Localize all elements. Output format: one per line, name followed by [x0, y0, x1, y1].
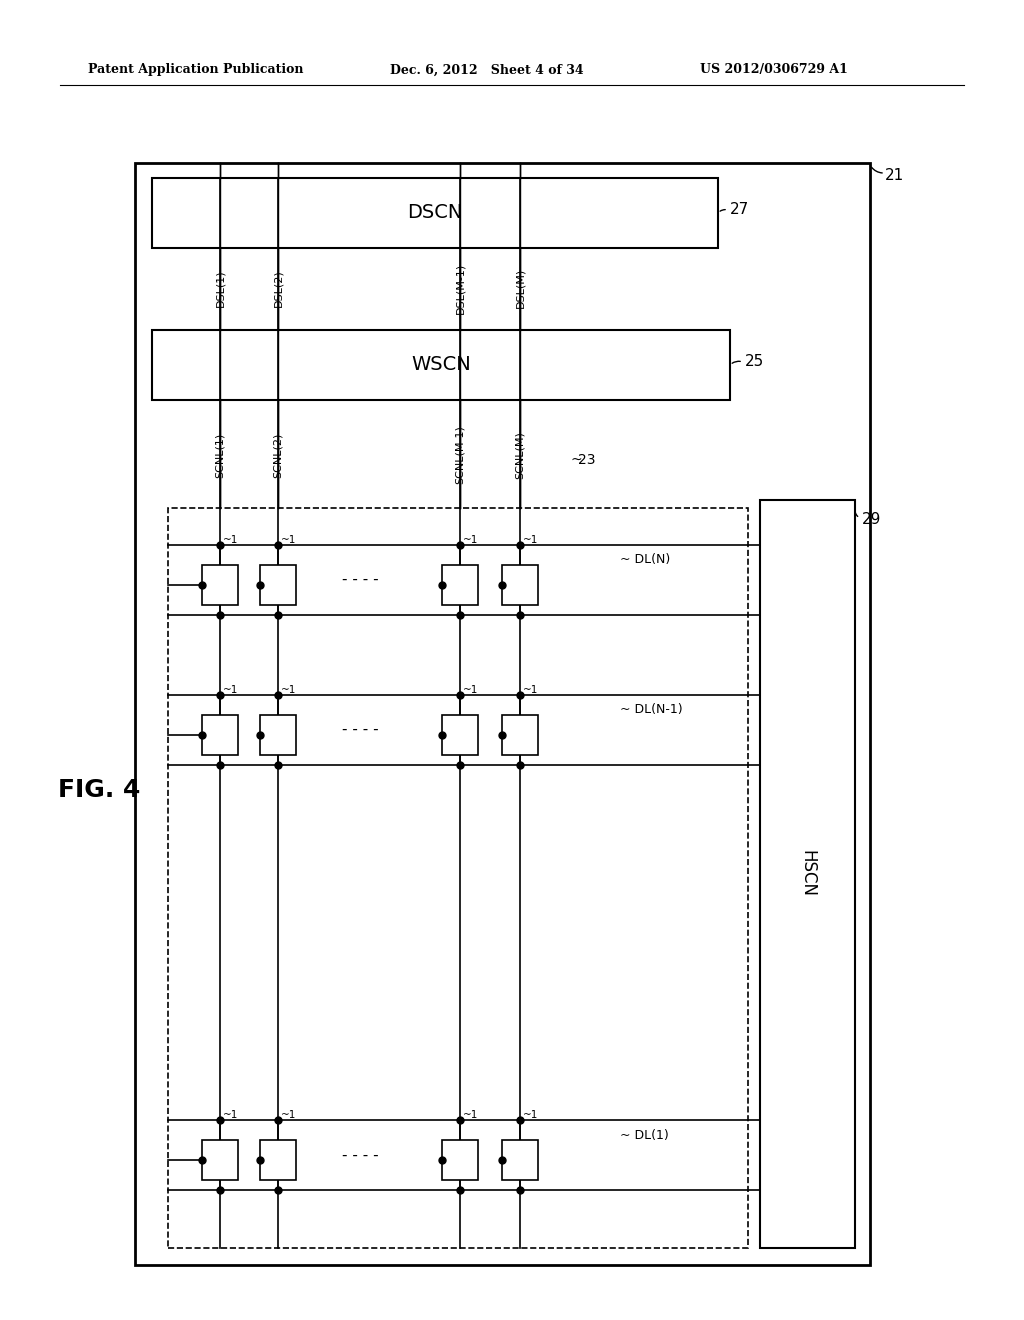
Text: ~ DL(N-1): ~ DL(N-1)	[620, 704, 683, 717]
Text: DSL(2): DSL(2)	[273, 269, 283, 306]
Text: ~1: ~1	[281, 535, 296, 545]
Text: 23: 23	[578, 453, 596, 467]
Bar	[260, 1140, 296, 1180]
Text: ~1: ~1	[523, 685, 539, 696]
Text: ~1: ~1	[223, 1110, 239, 1119]
Text: FIG. 4: FIG. 4	[58, 777, 140, 803]
Text: ~1: ~1	[463, 535, 478, 545]
Bar	[168, 508, 748, 1247]
Text: 29: 29	[862, 512, 882, 528]
Text: SCNL(M): SCNL(M)	[515, 432, 525, 479]
Text: 27: 27	[730, 202, 750, 218]
Bar	[135, 162, 870, 1265]
Text: ~1: ~1	[463, 685, 478, 696]
Bar	[260, 565, 296, 605]
Text: 25: 25	[745, 355, 764, 370]
Bar	[260, 715, 296, 755]
Text: - - - -: - - - -	[342, 1147, 378, 1163]
Text: ~1: ~1	[523, 1110, 539, 1119]
Bar	[152, 178, 718, 248]
Text: ~1: ~1	[281, 1110, 296, 1119]
Text: US 2012/0306729 A1: US 2012/0306729 A1	[700, 63, 848, 77]
Bar	[502, 1140, 538, 1180]
Text: SCNL(1): SCNL(1)	[215, 433, 225, 478]
Text: SCNL(2): SCNL(2)	[273, 433, 283, 478]
Text: SCNL(M-1): SCNL(M-1)	[455, 425, 465, 484]
Bar	[502, 715, 538, 755]
Bar	[442, 715, 478, 755]
Bar	[442, 1140, 478, 1180]
Bar	[502, 565, 538, 605]
Bar	[152, 330, 730, 400]
Text: WSCN: WSCN	[411, 355, 471, 375]
Text: ~ DL(1): ~ DL(1)	[620, 1129, 669, 1142]
Text: Patent Application Publication: Patent Application Publication	[88, 63, 303, 77]
Text: DSL(1): DSL(1)	[215, 269, 225, 306]
Bar	[202, 565, 238, 605]
Text: ~: ~	[570, 453, 582, 467]
Text: ~1: ~1	[463, 1110, 478, 1119]
Text: ~1: ~1	[281, 685, 296, 696]
Text: Dec. 6, 2012   Sheet 4 of 34: Dec. 6, 2012 Sheet 4 of 34	[390, 63, 584, 77]
Text: DSL(M-1): DSL(M-1)	[455, 263, 465, 314]
Text: DSL(M): DSL(M)	[515, 268, 525, 308]
Bar	[442, 565, 478, 605]
Text: ~ DL(N): ~ DL(N)	[620, 553, 671, 566]
Bar	[202, 715, 238, 755]
Text: ~1: ~1	[223, 685, 239, 696]
Text: 21: 21	[885, 168, 904, 182]
Text: - - - -: - - - -	[342, 722, 378, 738]
Text: HSCN: HSCN	[799, 850, 816, 898]
Text: - - - -: - - - -	[342, 573, 378, 587]
Text: DSCN: DSCN	[408, 203, 463, 223]
Text: ~1: ~1	[223, 535, 239, 545]
Text: ~1: ~1	[523, 535, 539, 545]
Bar	[760, 500, 855, 1247]
Bar	[202, 1140, 238, 1180]
